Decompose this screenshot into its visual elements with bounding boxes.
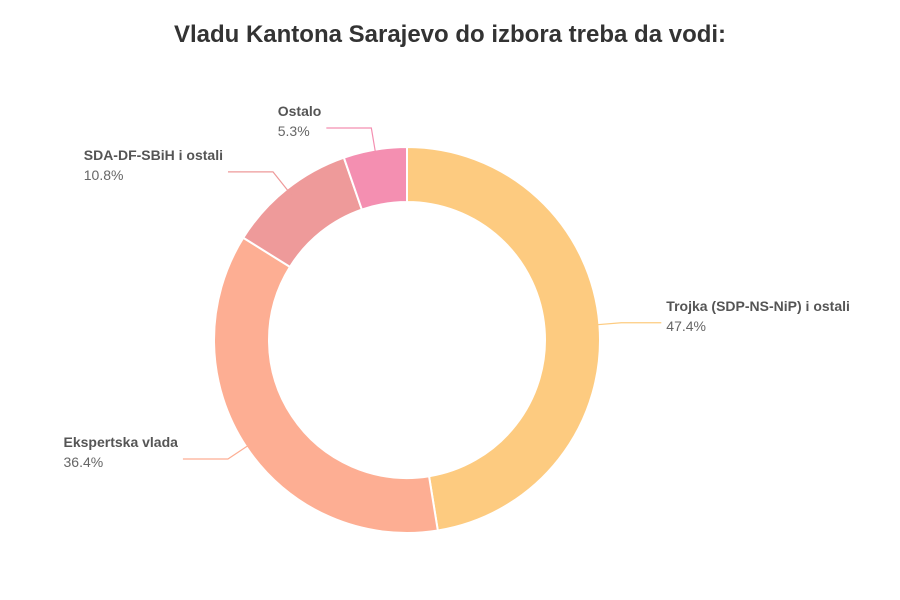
donut-slice bbox=[213, 236, 439, 534]
donut-slice bbox=[406, 145, 601, 532]
slice-value: 5.3% bbox=[278, 123, 310, 139]
chart-title: Vladu Kantona Sarajevo do izbora treba d… bbox=[174, 21, 726, 48]
leader-line bbox=[326, 127, 377, 158]
slice-label: Trojka (SDP-NS-NiP) i ostali bbox=[666, 298, 850, 314]
slice-value: 36.4% bbox=[64, 454, 104, 470]
slice-label: Ekspertska vlada bbox=[64, 434, 179, 450]
slice-label: SDA-DF-SBiH i ostali bbox=[84, 147, 223, 163]
leader-line bbox=[182, 441, 254, 460]
leader-line bbox=[591, 322, 662, 326]
leader-line bbox=[227, 171, 293, 196]
slice-value: 10.8% bbox=[84, 167, 124, 183]
slice-value: 47.4% bbox=[666, 318, 706, 334]
donut-slice bbox=[342, 145, 408, 211]
slice-label: Ostalo bbox=[278, 103, 322, 119]
